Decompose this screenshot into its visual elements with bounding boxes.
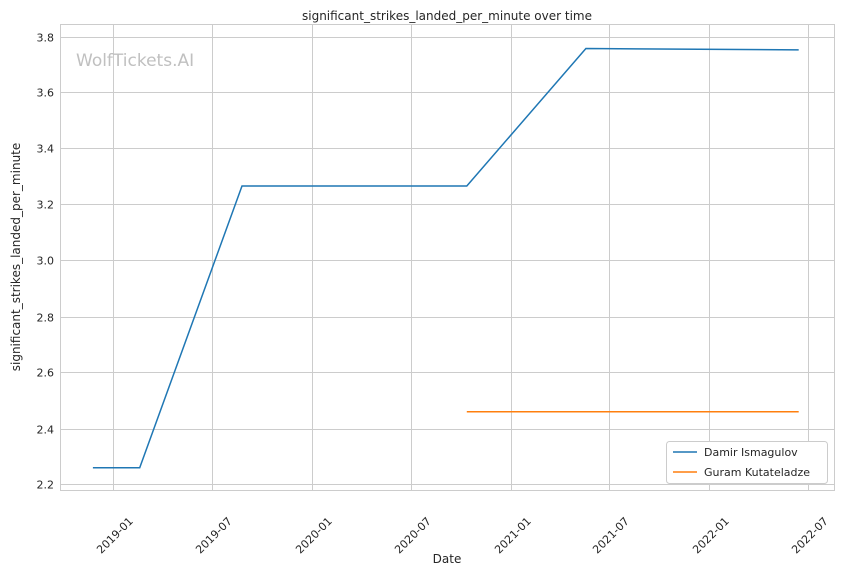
grid — [60, 24, 834, 490]
legend-box — [666, 441, 828, 484]
legend: Damir Ismagulov Guram Kutateladze — [666, 441, 828, 484]
x-tick-label: 2021-01 — [492, 515, 534, 557]
x-tick-label: 2020-07 — [392, 515, 434, 557]
x-tick-label: 2020-01 — [293, 515, 335, 557]
plot-frame — [60, 24, 835, 491]
y-tick-label: 3.0 — [37, 255, 55, 268]
legend-label-guram: Guram Kutateladze — [704, 466, 810, 479]
y-tick-label: 3.6 — [37, 87, 55, 100]
chart-title: significant_strikes_landed_per_minute ov… — [302, 9, 592, 23]
y-tick-label: 3.2 — [37, 199, 55, 212]
x-tick-label: 2019-01 — [94, 515, 136, 557]
legend-label-damir: Damir Ismagulov — [704, 446, 798, 459]
x-tick-label: 2019-07 — [193, 515, 235, 557]
y-tick-label: 2.2 — [37, 479, 55, 492]
x-tick-label: 2022-07 — [789, 515, 831, 557]
y-tick-labels: 2.2 2.4 2.6 2.8 3.0 3.2 3.4 3.6 3.8 — [37, 32, 55, 492]
x-tick-label: 2021-07 — [590, 515, 632, 557]
series-line-damir-ismagulov — [92, 47, 799, 469]
y-tick-label: 2.6 — [37, 367, 55, 380]
x-tick-label: 2022-01 — [690, 515, 732, 557]
series-lines — [92, 47, 799, 469]
x-tick-labels: 2019-01 2019-07 2020-01 2020-07 2021-01 2021-… — [94, 515, 831, 557]
x-axis-label: Date — [433, 552, 462, 566]
y-tick-label: 3.8 — [37, 32, 55, 45]
y-tick-label: 3.4 — [37, 143, 55, 156]
y-tick-label: 2.4 — [37, 424, 55, 437]
y-axis-label: significant_strikes_landed_per_minute — [9, 143, 23, 372]
y-tick-label: 2.8 — [37, 312, 55, 325]
watermark: WolfTickets.AI — [76, 51, 194, 71]
